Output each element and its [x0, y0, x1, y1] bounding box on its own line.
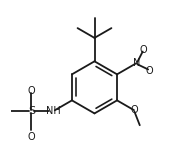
Text: O: O	[28, 86, 35, 96]
Text: O: O	[139, 45, 147, 55]
Text: O: O	[130, 105, 138, 115]
Text: O: O	[145, 66, 153, 76]
Text: NH: NH	[46, 107, 61, 116]
Text: N: N	[132, 58, 140, 68]
Text: S: S	[28, 107, 35, 116]
Text: O: O	[28, 132, 35, 142]
